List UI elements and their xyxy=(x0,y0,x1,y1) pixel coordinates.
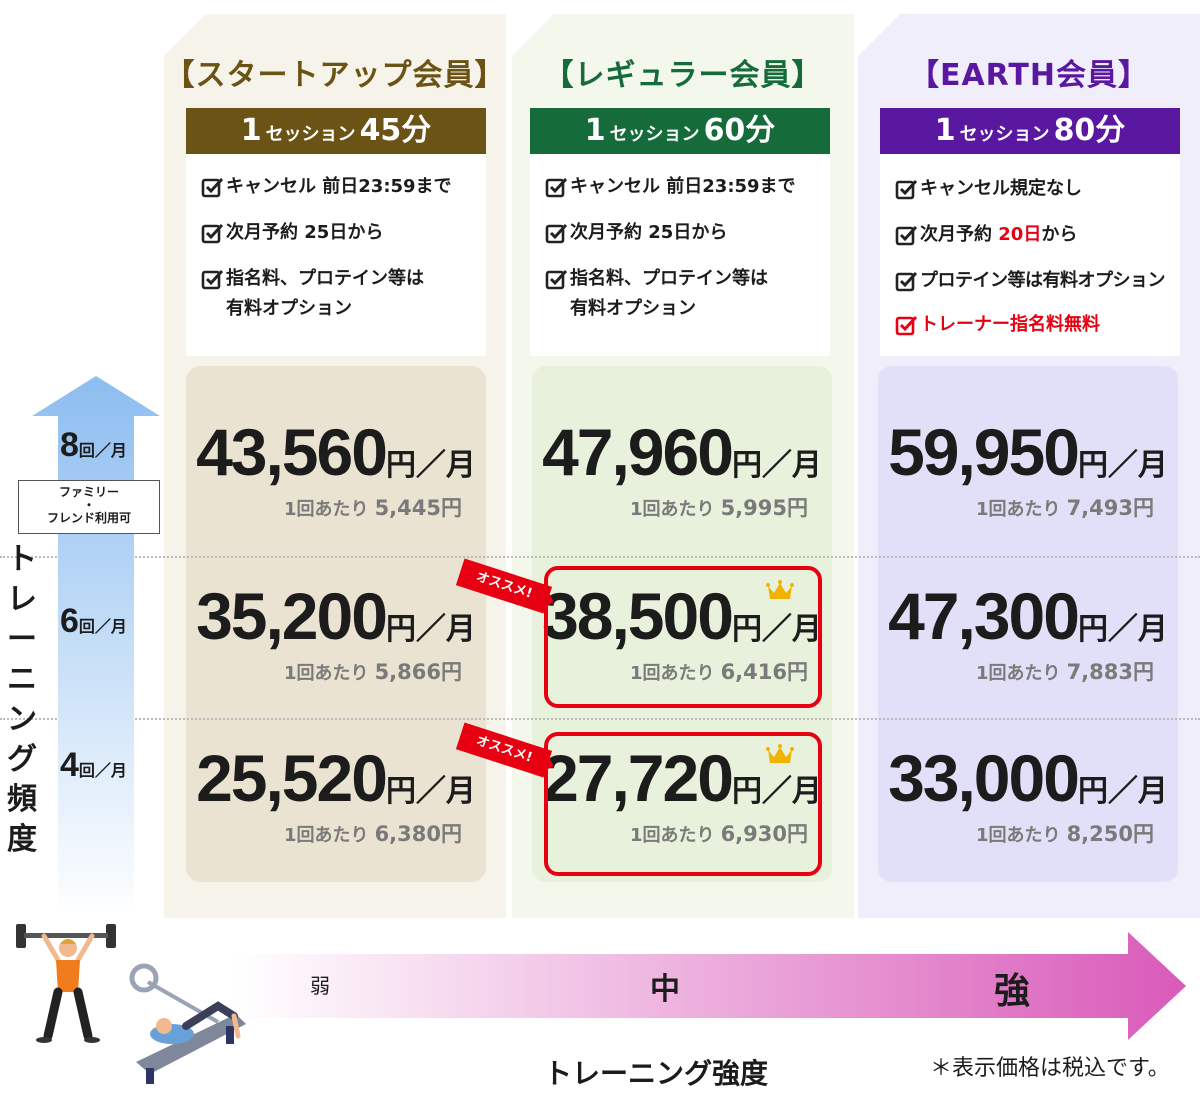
check-icon xyxy=(895,271,918,292)
plan-title-startup: 【スタートアップ会員】 xyxy=(164,58,506,93)
check-icon xyxy=(895,315,918,336)
per-session-price: 1回あたり 7,493円 xyxy=(976,496,1154,520)
feature-item: キャンセル規定なし xyxy=(894,174,1082,204)
monthly-price: 43,560円／月 xyxy=(196,415,476,489)
per-session-price: 1回あたり 6,380円 xyxy=(284,822,462,846)
intensity-mid-label: 中 xyxy=(650,972,680,1007)
plan-title-earth: 【EARTH会員】 xyxy=(908,58,1150,93)
crown-icon xyxy=(766,744,794,763)
intensity-strong-label: 強 xyxy=(994,971,1031,1012)
check-icon xyxy=(545,177,568,198)
price-row-6: 47,300円／月 1回あたり 7,883円 xyxy=(878,574,1178,694)
tax-note: ＊表示価格は税込です。 xyxy=(930,1056,1170,1081)
plan-title-regular: 【レギュラー会員】 xyxy=(543,58,823,93)
monthly-price: 59,950円／月 xyxy=(888,415,1168,489)
per-session-price: 1回あたり 8,250円 xyxy=(976,822,1154,846)
row-divider xyxy=(0,556,1200,558)
feature-item-highlight: トレーナー指名料無料 xyxy=(894,310,1100,340)
check-icon xyxy=(201,269,224,290)
price-panel-regular: 47,960円／月 1回あたり 5,995円 38,500円／月 1回あたり 6,4… xyxy=(532,366,832,882)
monthly-price: 27,720円／月 xyxy=(542,741,822,815)
monthly-price: 33,000円／月 xyxy=(888,741,1168,815)
feature-box-earth: キャンセル規定なし 次月予約 20日から プロテイン等は有料オプション トレーナ… xyxy=(880,154,1180,356)
check-icon xyxy=(895,179,918,200)
price-row-4: 25,520円／月 1回あたり 6,380円 xyxy=(186,736,486,856)
per-session-price: 1回あたり 6,416円 xyxy=(630,660,808,684)
session-bar-regular: 1 セッション 60分 xyxy=(530,108,830,154)
monthly-price: 38,500円／月 xyxy=(542,579,822,653)
price-row-8: 43,560円／月 1回あたり 5,445円 xyxy=(186,410,486,530)
check-icon xyxy=(545,223,568,244)
feature-item: キャンセル 前日23:59まで xyxy=(200,172,452,202)
recommended-box-6 xyxy=(544,566,822,708)
price-row-8: 59,950円／月 1回あたり 7,493円 xyxy=(878,410,1178,530)
price-panel-startup: 43,560円／月 1回あたり 5,445円 35,200円／月 1回あたり 5,8… xyxy=(186,366,486,882)
feature-item: 次月予約 20日から xyxy=(894,220,1077,250)
feature-item: 次月予約 25日から xyxy=(544,218,727,248)
frequency-label-6: 6回／月 xyxy=(60,602,127,640)
check-icon xyxy=(895,225,918,246)
family-friend-note: ファミリー ・ フレンド利用可 xyxy=(18,480,160,534)
price-panel-earth: 59,950円／月 1回あたり 7,493円 47,300円／月 1回あたり 7,8… xyxy=(878,366,1178,882)
per-session-price: 1回あたり 5,866円 xyxy=(284,660,462,684)
bench-press-illustration xyxy=(129,963,246,1084)
price-row-4: 33,000円／月 1回あたり 8,250円 xyxy=(878,736,1178,856)
check-icon xyxy=(201,177,224,198)
per-session-price: 1回あたり 5,445円 xyxy=(284,496,462,520)
training-frequency-axis-label: ト レ ー ニ ン グ 頻 度 xyxy=(7,542,37,857)
feature-item: キャンセル 前日23:59まで xyxy=(544,172,796,202)
monthly-price: 25,520円／月 xyxy=(196,741,476,815)
session-bar-earth: 1 セッション 80分 xyxy=(880,108,1180,154)
feature-box-startup: キャンセル 前日23:59まで 次月予約 25日から 指名料、プロテイン等は 有料… xyxy=(186,154,486,356)
row-divider xyxy=(0,718,1200,720)
session-bar-startup: 1 セッション 45分 xyxy=(186,108,486,154)
feature-item: プロテイン等は有料オプション xyxy=(894,266,1166,296)
frequency-label-8: 8回／月 xyxy=(60,426,127,464)
training-intensity-axis-label: トレーニング強度 xyxy=(544,1057,769,1090)
check-icon xyxy=(545,269,568,290)
price-row-6: 35,200円／月 1回あたり 5,866円 xyxy=(186,574,486,694)
feature-item: 指名料、プロテイン等は 有料オプション xyxy=(200,264,424,324)
weightlifter-illustration xyxy=(16,924,116,1043)
frequency-label-4: 4回／月 xyxy=(60,746,127,784)
price-row-6: 38,500円／月 1回あたり 6,416円 xyxy=(532,574,832,694)
feature-item: 指名料、プロテイン等は 有料オプション xyxy=(544,264,768,324)
per-session-price: 1回あたり 6,930円 xyxy=(630,822,808,846)
per-session-price: 1回あたり 7,883円 xyxy=(976,660,1154,684)
price-row-8: 47,960円／月 1回あたり 5,995円 xyxy=(532,410,832,530)
intensity-weak-label: 弱 xyxy=(310,974,330,998)
monthly-price: 47,300円／月 xyxy=(888,579,1168,653)
recommended-box-4 xyxy=(544,732,822,876)
crown-icon xyxy=(766,580,794,599)
per-session-price: 1回あたり 5,995円 xyxy=(630,496,808,520)
price-row-4: 27,720円／月 1回あたり 6,930円 xyxy=(532,736,832,856)
check-icon xyxy=(201,223,224,244)
monthly-price: 47,960円／月 xyxy=(542,415,822,489)
feature-box-regular: キャンセル 前日23:59まで 次月予約 25日から 指名料、プロテイン等は 有料… xyxy=(530,154,830,356)
arrow-right-icon xyxy=(236,932,1186,1040)
monthly-price: 35,200円／月 xyxy=(196,579,476,653)
feature-item: 次月予約 25日から xyxy=(200,218,383,248)
